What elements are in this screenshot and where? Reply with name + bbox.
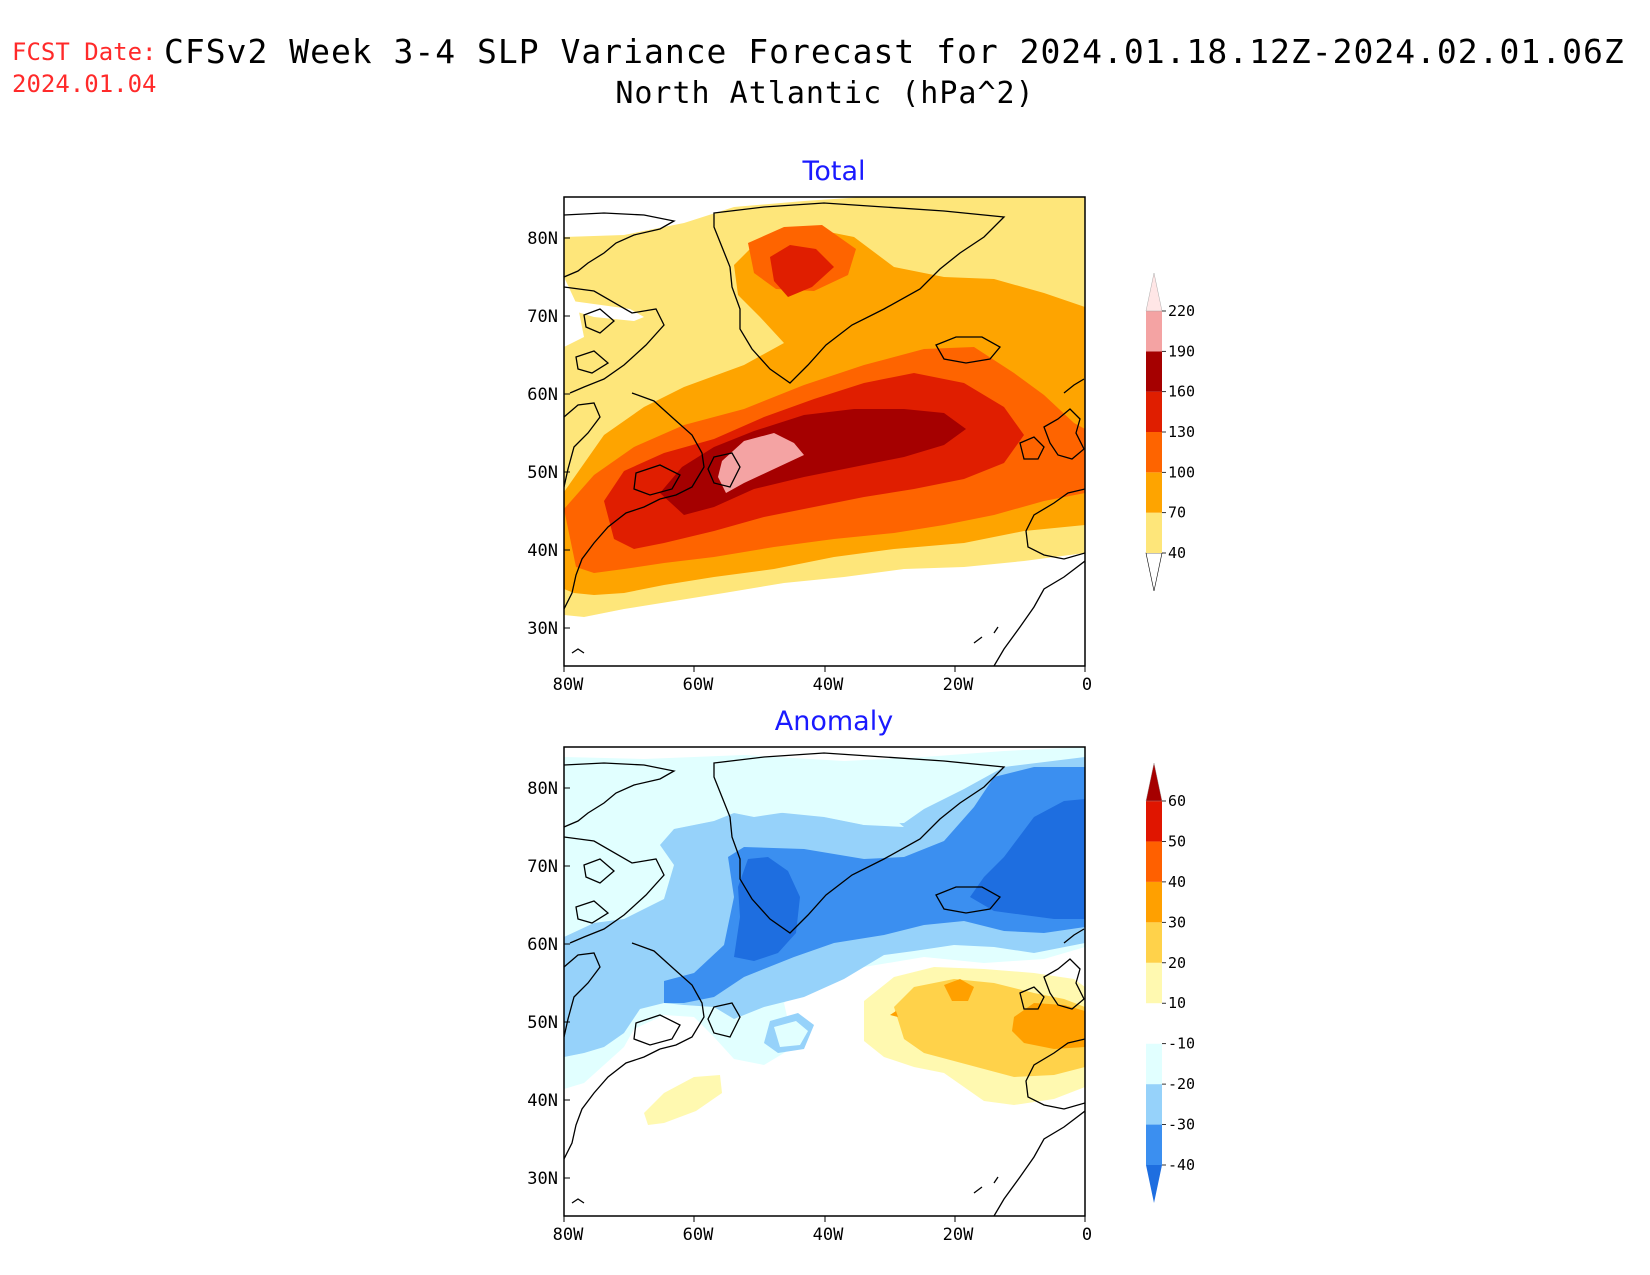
total-colorbar-swatch bbox=[1146, 391, 1162, 432]
total-lat-label: 60N bbox=[527, 385, 558, 405]
anomaly-colorbar-swatch bbox=[1146, 881, 1162, 923]
anomaly-colorbar-swatch bbox=[1146, 962, 1162, 1004]
anomaly-colorbar-label: 50 bbox=[1168, 832, 1186, 850]
total-colorbar-label: 190 bbox=[1168, 342, 1195, 360]
total-colorbar-label: 40 bbox=[1168, 544, 1186, 562]
anomaly-lat-label: 60N bbox=[527, 935, 558, 955]
anomaly-colorbar-label: -40 bbox=[1168, 1156, 1195, 1174]
forecast-date-label: FCST Date: bbox=[12, 38, 157, 66]
anomaly-lat-label: 80N bbox=[527, 779, 558, 799]
figure-title: CFSv2 Week 3-4 SLP Variance Forecast for… bbox=[164, 32, 1625, 71]
total-lat-label: 70N bbox=[527, 307, 558, 327]
anomaly-lat-label: 30N bbox=[527, 1169, 558, 1189]
total-colorbar-label: 160 bbox=[1168, 383, 1195, 401]
total-lat-label: 30N bbox=[527, 619, 558, 639]
total-lat-label: 40N bbox=[527, 541, 558, 561]
anomaly-fill-deep-blue bbox=[734, 857, 800, 961]
total-colorbar-swatch bbox=[1146, 311, 1162, 352]
total-lon-label: 0 bbox=[1082, 675, 1092, 695]
total-lon-label: 40W bbox=[813, 675, 844, 695]
anomaly-lon-label: 60W bbox=[683, 1225, 714, 1245]
total-colorbar-swatch bbox=[1146, 512, 1162, 553]
anomaly-map bbox=[564, 747, 1085, 1216]
anomaly-lon-axis: 80W 60W 40W 20W 0 bbox=[553, 1216, 1092, 1245]
anomaly-colorbar-swatch bbox=[1146, 1003, 1162, 1044]
panel-title-total: Total bbox=[801, 156, 865, 187]
anomaly-lat-axis: 80N 70N 60N 50N 40N 30N bbox=[527, 779, 570, 1189]
total-lon-label: 20W bbox=[943, 675, 974, 695]
anomaly-lon-label: 40W bbox=[813, 1225, 844, 1245]
anomaly-colorbar-label: 30 bbox=[1168, 913, 1186, 931]
total-lon-axis: 80W 60W 40W 20W 0 bbox=[553, 666, 1092, 695]
anomaly-colorbar-label: 20 bbox=[1168, 954, 1186, 972]
total-colorbar-swatch bbox=[1146, 472, 1162, 513]
anomaly-colorbar-swatch bbox=[1146, 1084, 1162, 1125]
total-lat-label: 50N bbox=[527, 463, 558, 483]
anomaly-colorbar-swatch bbox=[1146, 801, 1162, 842]
total-colorbar-label: 70 bbox=[1168, 504, 1186, 522]
total-colorbar-swatch bbox=[1146, 351, 1162, 392]
total-colorbar-label: 100 bbox=[1168, 463, 1195, 481]
anomaly-colorbar-swatch bbox=[1146, 922, 1162, 963]
total-fill-190-220 bbox=[718, 433, 804, 493]
total-fill-160-190 bbox=[660, 409, 966, 515]
anomaly-colorbar: -40 -30 -20 -10 10 20 30 40 50 60 bbox=[1145, 762, 1195, 1203]
total-lat-axis: 80N 70N 60N 50N 40N 30N bbox=[527, 229, 570, 639]
panel-title-anomaly: Anomaly bbox=[775, 706, 893, 737]
anomaly-fill-orange bbox=[944, 979, 1085, 1049]
forecast-date-value: 2024.01.04 bbox=[12, 70, 157, 98]
anomaly-colorbar-label: 40 bbox=[1168, 873, 1186, 891]
total-lon-label: 80W bbox=[553, 675, 584, 695]
total-colorbar-label: 130 bbox=[1168, 423, 1195, 441]
total-colorbar-lower-tip bbox=[1145, 552, 1163, 592]
anomaly-colorbar-label: 60 bbox=[1168, 792, 1186, 810]
total-colorbar-label: 220 bbox=[1168, 302, 1195, 320]
total-lat-label: 80N bbox=[527, 229, 558, 249]
anomaly-lat-label: 40N bbox=[527, 1091, 558, 1111]
total-lon-label: 60W bbox=[683, 675, 714, 695]
anomaly-colorbar-upper-tip bbox=[1145, 762, 1163, 802]
anomaly-lon-label: 0 bbox=[1082, 1225, 1092, 1245]
total-colorbar-swatch bbox=[1146, 432, 1162, 473]
anomaly-lat-label: 50N bbox=[527, 1013, 558, 1033]
anomaly-colorbar-label: 10 bbox=[1168, 994, 1186, 1012]
figure-subtitle: North Atlantic (hPa^2) bbox=[615, 76, 1035, 111]
anomaly-lat-label: 70N bbox=[527, 857, 558, 877]
anomaly-colorbar-swatch bbox=[1146, 1124, 1162, 1165]
total-colorbar: 40 70 100 130 160 190 220 bbox=[1145, 272, 1195, 592]
total-colorbar-upper-tip bbox=[1145, 272, 1163, 312]
anomaly-colorbar-swatch bbox=[1146, 1043, 1162, 1085]
anomaly-colorbar-swatch bbox=[1146, 841, 1162, 882]
anomaly-lon-label: 20W bbox=[943, 1225, 974, 1245]
anomaly-colorbar-label: -10 bbox=[1168, 1035, 1195, 1053]
anomaly-colorbar-label: -30 bbox=[1168, 1116, 1195, 1134]
anomaly-lon-label: 80W bbox=[553, 1225, 584, 1245]
anomaly-colorbar-label: -20 bbox=[1168, 1075, 1195, 1093]
total-map bbox=[564, 197, 1085, 666]
anomaly-colorbar-lower-tip bbox=[1146, 1165, 1162, 1203]
